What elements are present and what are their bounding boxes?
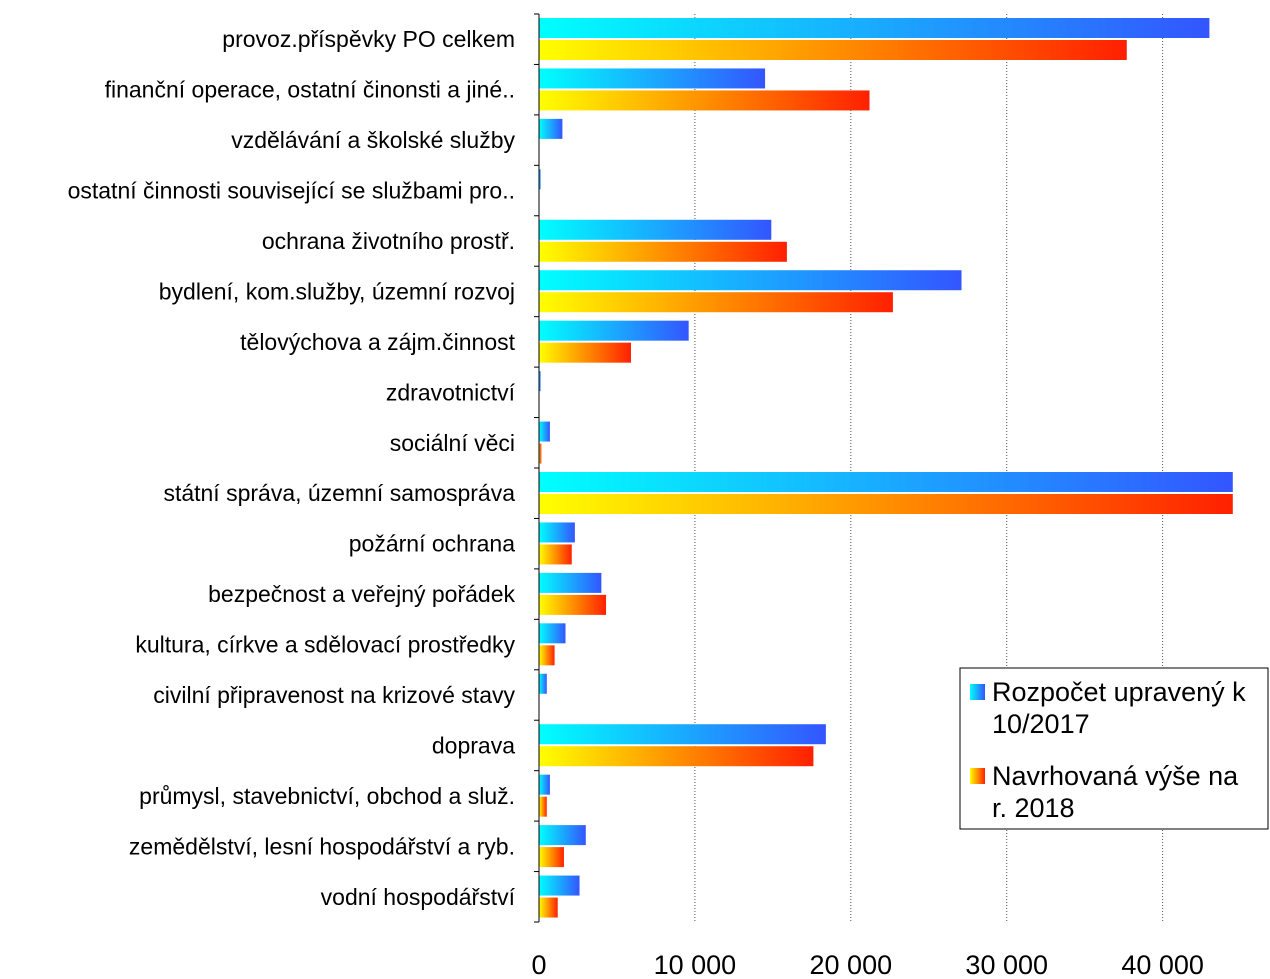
legend-swatch: [970, 768, 985, 784]
bar-proposed-2018: [539, 342, 631, 363]
category-label: doprava: [432, 732, 515, 758]
legend-label: 10/2017: [992, 709, 1090, 739]
bar-budget-2017: [539, 270, 962, 291]
bar-budget-2017: [539, 724, 826, 745]
bar-proposed-2018: [539, 494, 1233, 514]
bar-proposed-2018: [539, 443, 542, 464]
bar-budget-2017: [539, 522, 575, 543]
bar-proposed-2018: [539, 90, 870, 111]
legend-swatch: [970, 684, 985, 700]
category-label: kultura, církve a sdělovací prostředky: [135, 632, 515, 658]
x-axis-ticks: 0 10 000 20 000 30 000 40 000: [531, 950, 1203, 979]
bar-budget-2017: [539, 572, 602, 593]
bars: [539, 18, 1233, 918]
category-label: státní správa, územní samospráva: [163, 480, 515, 506]
bar-proposed-2018: [539, 544, 572, 565]
category-label: bezpečnost a veřejný pořádek: [208, 581, 515, 607]
bar-budget-2017: [539, 774, 550, 795]
y-axis: [534, 13, 540, 923]
bar-proposed-2018: [539, 897, 558, 918]
category-label: sociální věci: [390, 430, 515, 456]
category-label: zdravotnictví: [386, 379, 516, 405]
bar-budget-2017: [539, 623, 566, 644]
bar-budget-2017: [539, 219, 772, 240]
legend-label: r. 2018: [992, 793, 1075, 823]
bar-budget-2017: [539, 421, 550, 442]
legend: Rozpočet upravený k10/2017 Navrhovaná výš…: [959, 667, 1269, 830]
category-label: zemědělství, lesní hospodářství a ryb.: [129, 833, 515, 859]
category-label: civilní připravenost na krizové stavy: [153, 682, 515, 708]
bar-budget-2017: [539, 118, 563, 139]
x-tick-label: 20 000: [810, 950, 893, 979]
category-label: finanční operace, ostatní činonsti a jin…: [105, 77, 515, 103]
bar-budget-2017: [539, 673, 547, 694]
category-label: průmysl, stavebnictví, obchod a služ.: [139, 783, 515, 809]
category-label: tělovýchova a zájm.činnost: [240, 329, 515, 355]
bar-proposed-2018: [539, 847, 564, 868]
bar-budget-2017: [539, 371, 541, 392]
category-label: vzdělávání a školské služby: [231, 127, 515, 153]
bar-budget-2017: [539, 320, 689, 341]
bar-budget-2017: [539, 68, 766, 89]
bar-budget-2017: [539, 18, 1210, 38]
legend-label: Navrhovaná výše na: [992, 761, 1239, 791]
bar-budget-2017: [539, 825, 586, 846]
category-label: ochrana životního prostř.: [262, 228, 515, 254]
category-labels: provoz.příspěvky PO celkem finanční opera…: [68, 26, 516, 910]
bar-proposed-2018: [539, 645, 555, 666]
category-label: vodní hospodářství: [321, 884, 516, 910]
bar-proposed-2018: [539, 241, 787, 262]
bar-budget-2017: [539, 169, 541, 190]
bar-proposed-2018: [539, 796, 547, 817]
bar-budget-2017: [539, 472, 1233, 492]
category-label: požární ochrana: [349, 531, 515, 557]
x-tick-label: 30 000: [965, 950, 1048, 979]
category-label: bydlení, kom.služby, územní rozvoj: [159, 278, 515, 304]
bar-proposed-2018: [539, 292, 893, 313]
bar-proposed-2018: [539, 40, 1127, 60]
x-tick-label: 10 000: [654, 950, 737, 979]
bar-budget-2017: [539, 875, 580, 896]
x-tick-label: 40 000: [1121, 950, 1204, 979]
category-label: provoz.příspěvky PO celkem: [222, 26, 515, 52]
category-label: ostatní činnosti související se službami…: [68, 178, 515, 204]
bar-proposed-2018: [539, 594, 607, 615]
legend-label: Rozpočet upravený k: [992, 677, 1246, 707]
bar-proposed-2018: [539, 746, 814, 767]
legend-box: [959, 667, 1269, 830]
x-tick-label: 0: [531, 950, 546, 979]
